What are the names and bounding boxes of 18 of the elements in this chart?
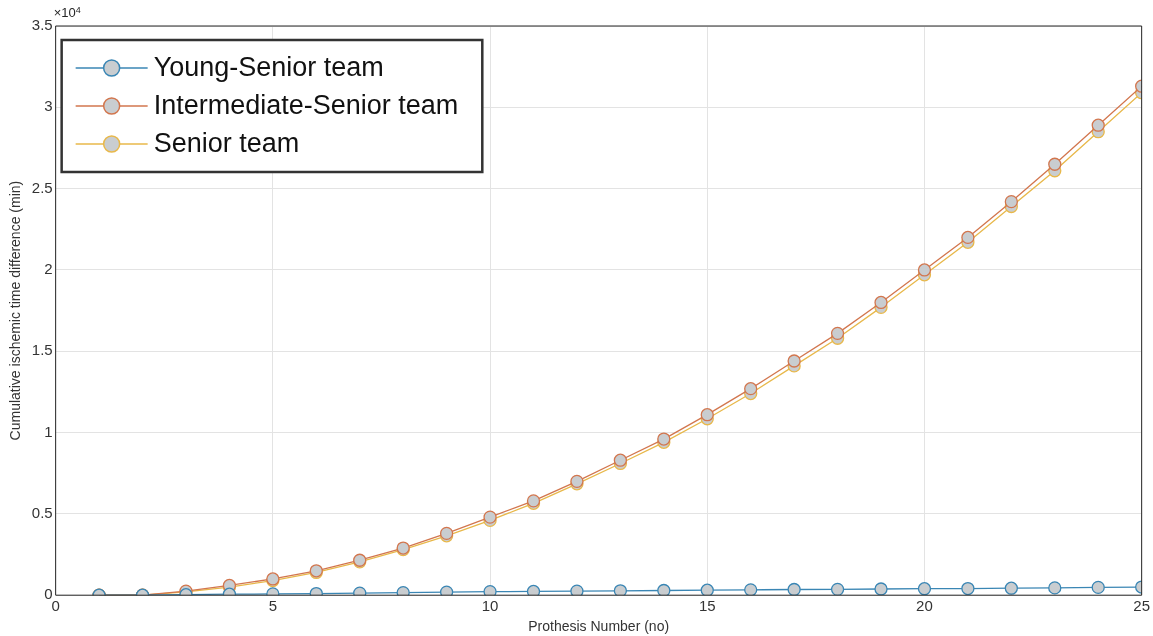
x-tick-label: 25	[1133, 597, 1150, 615]
x-tick-label: 5	[268, 597, 278, 615]
y-tick-label: 0.5	[31, 504, 53, 522]
y-tick-label: 0	[44, 585, 53, 603]
y-tick-label: 3.5	[31, 16, 53, 34]
y-tick-label: 3	[44, 97, 53, 115]
legend-label: Intermediate-Senior team	[153, 90, 459, 121]
y-tick-label: 2.5	[31, 178, 53, 196]
x-tick-label: 15	[698, 597, 716, 615]
x-tick-label: 20	[916, 597, 933, 615]
legend-label: Young-Senior team	[153, 52, 384, 83]
y-tick-label: 1.5	[31, 341, 53, 359]
y-tick-label: 2	[44, 260, 53, 278]
x-axis-title: Prothesis Number (no)	[528, 618, 670, 635]
y-tick-label: 1	[44, 422, 53, 440]
y-axis-title: Cumulative ischemic time difference (min)	[7, 180, 24, 441]
legend-label: Senior team	[153, 128, 300, 159]
x-tick-label: 10	[481, 597, 499, 615]
